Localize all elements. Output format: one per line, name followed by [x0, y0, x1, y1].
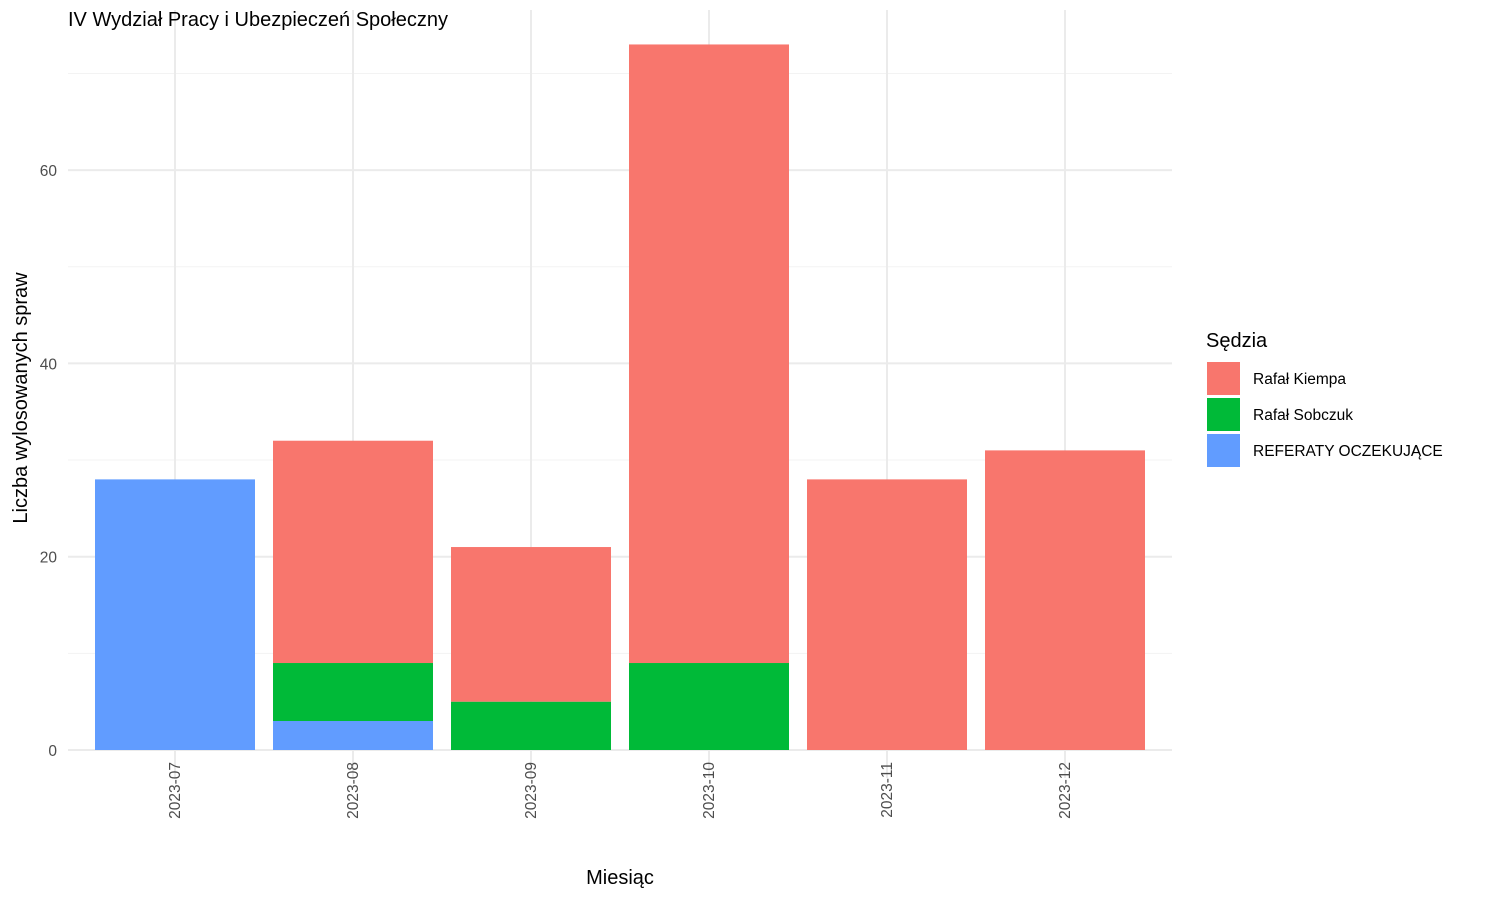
bar-segment — [273, 721, 433, 750]
y-tick-label: 60 — [40, 163, 58, 180]
x-axis-ticks: 2023-07 2023-08 2023-09 2023-10 2023-11 2023-… — [167, 762, 1074, 819]
legend-title: Sędzia — [1206, 330, 1268, 352]
bar-segment — [451, 547, 611, 702]
legend-swatch — [1207, 398, 1240, 431]
y-axis-ticks: 0 20 40 60 — [40, 163, 58, 760]
x-tick-label: 2023-07 — [167, 762, 184, 819]
x-tick-label: 2023-09 — [523, 762, 540, 819]
x-tick-label: 2023-12 — [1057, 762, 1074, 819]
y-tick-label: 40 — [40, 356, 58, 373]
bar-segment — [629, 44, 789, 664]
y-axis-title: Liczba wylosowanych spraw — [10, 272, 32, 524]
legend: Sędzia Rafał Kiempa Rafał Sobczuk REFERATY… — [1206, 330, 1443, 467]
bar-segment — [807, 479, 967, 750]
y-tick-label: 20 — [40, 550, 58, 567]
bar-segment — [451, 701, 611, 750]
x-tick-label: 2023-08 — [345, 762, 362, 819]
x-tick-label: 2023-11 — [879, 762, 896, 818]
legend-label: REFERATY OCZEKUJĄCE — [1253, 443, 1443, 460]
y-tick-label: 0 — [48, 743, 57, 760]
bar-segment — [95, 479, 255, 750]
bar-segment — [273, 440, 433, 664]
x-tick-label: 2023-10 — [701, 762, 718, 819]
legend-swatch — [1207, 434, 1240, 467]
legend-label: Rafał Sobczuk — [1253, 407, 1353, 424]
bar-segment — [629, 663, 789, 750]
x-axis-title: Miesiąc — [586, 867, 654, 889]
legend-swatch — [1207, 362, 1240, 395]
legend-items: Rafał Kiempa Rafał Sobczuk REFERATY OCZEKU… — [1207, 362, 1443, 467]
legend-label: Rafał Kiempa — [1253, 371, 1346, 388]
bar-segment — [273, 663, 433, 722]
bars — [95, 44, 1145, 750]
chart-title: IV Wydział Pracy i Ubezpieczeń Społeczny — [68, 9, 448, 31]
bar-segment — [985, 450, 1145, 750]
